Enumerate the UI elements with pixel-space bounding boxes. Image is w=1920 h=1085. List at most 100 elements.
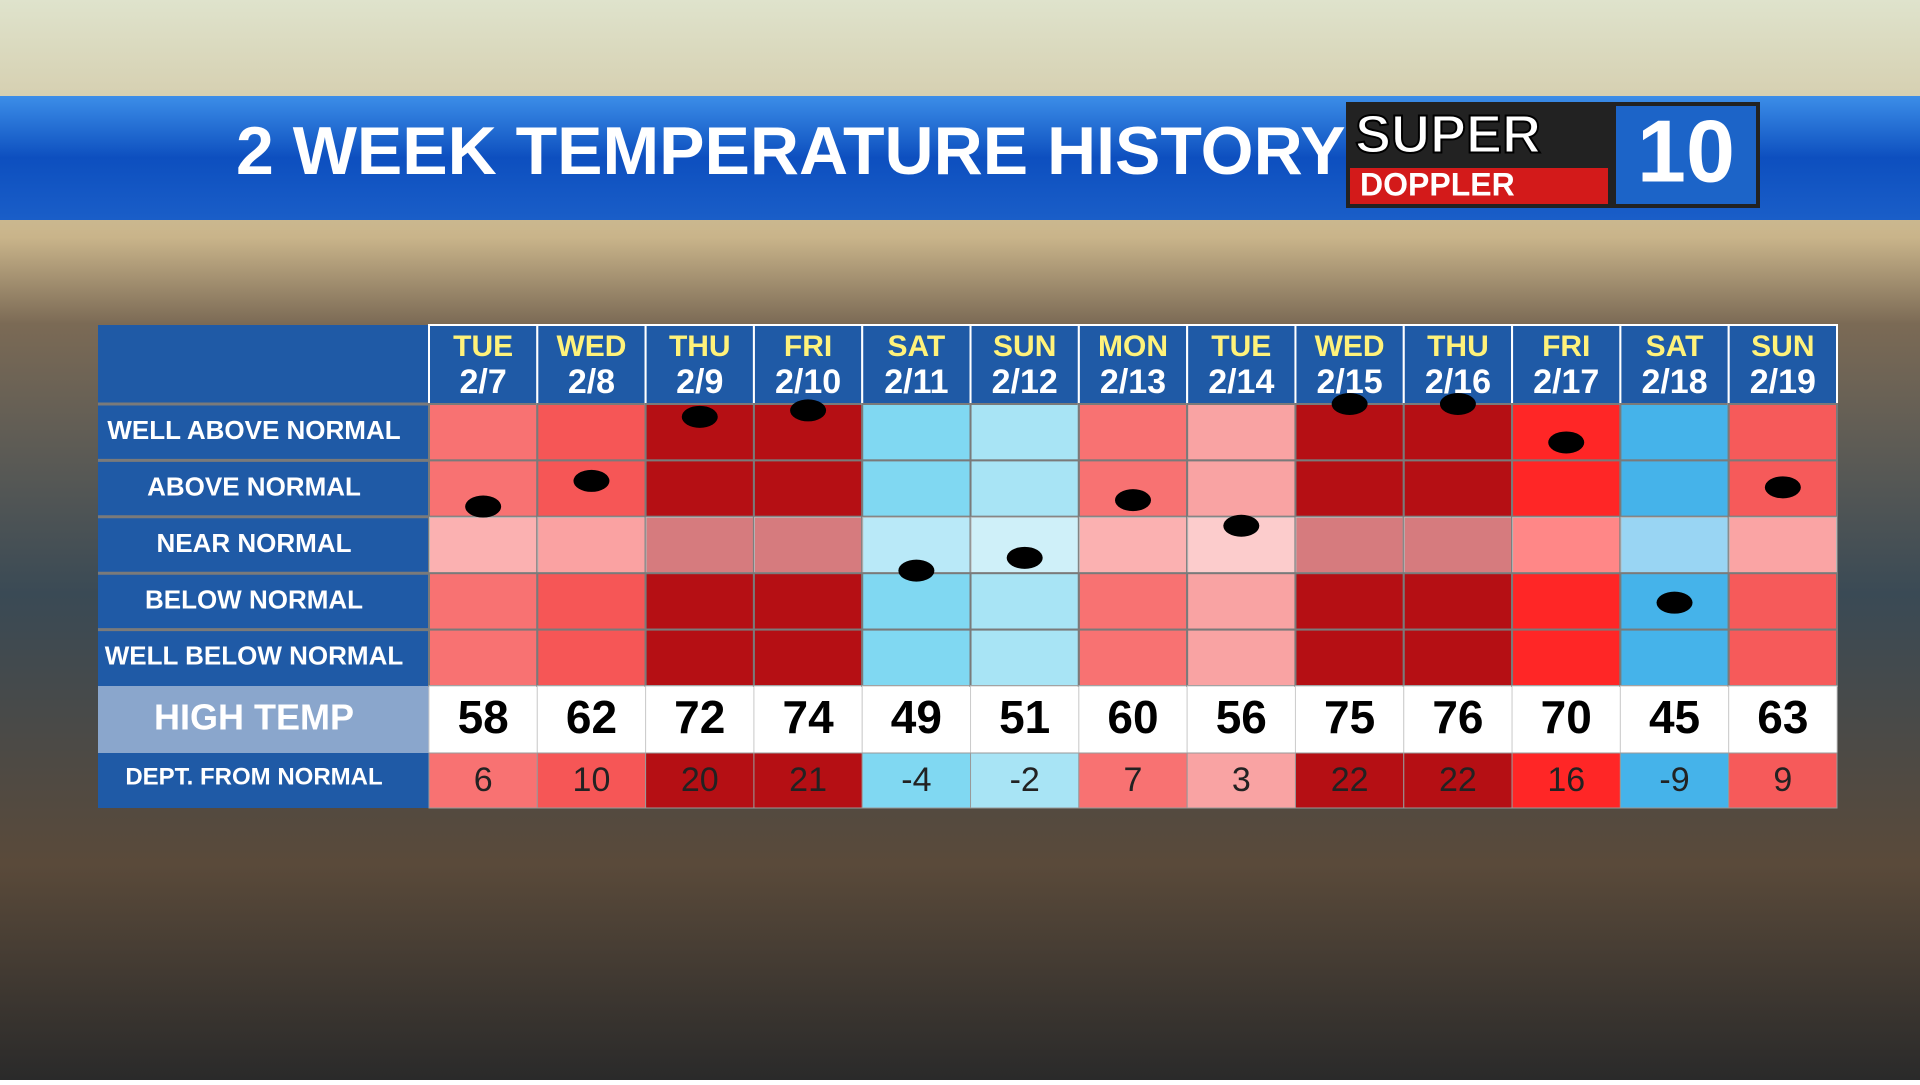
grid-cell <box>1294 515 1405 575</box>
grid-cell <box>1619 515 1730 575</box>
header-cell <box>1511 324 1622 405</box>
day-label: SAT <box>1646 330 1704 363</box>
header-cell <box>1077 324 1189 405</box>
high-temp: 75 <box>1324 691 1375 743</box>
grid-cell <box>428 628 539 687</box>
grid-cell <box>1077 515 1189 575</box>
grid-cell <box>1186 459 1297 518</box>
near-normal-tint <box>753 516 863 574</box>
grid-cell <box>969 403 1080 462</box>
header-cell <box>861 324 972 405</box>
dept-cell <box>1294 752 1405 809</box>
dept-cell <box>970 752 1080 809</box>
high-temp: 76 <box>1432 691 1483 743</box>
high-temp: 51 <box>999 691 1050 743</box>
grid-cell <box>536 572 647 631</box>
near-normal-tint <box>1078 516 1188 574</box>
grid-cell <box>644 628 755 687</box>
high-temp: 60 <box>1107 691 1158 743</box>
header-cell <box>536 324 647 405</box>
dept-cell <box>1619 752 1730 809</box>
logo-blue <box>1616 106 1756 204</box>
dept-cell <box>536 752 647 809</box>
dot <box>898 559 935 582</box>
row-label: WELL BELOW NORMAL <box>105 641 404 671</box>
grid-cell <box>1402 628 1514 687</box>
title: 2 WEEK TEMPERATURE HISTORY <box>236 113 1346 189</box>
grid-cell <box>969 572 1080 631</box>
high-cell <box>1619 685 1730 754</box>
grid-cell <box>752 459 864 518</box>
dot <box>1115 489 1151 512</box>
dept-value: 10 <box>573 761 611 799</box>
dept-value: 22 <box>1439 761 1477 799</box>
day-label: THU <box>1427 330 1489 363</box>
date-label: 2/10 <box>775 363 841 401</box>
header-cell <box>969 324 1080 405</box>
day-label: SUN <box>1751 330 1814 363</box>
grid-cell <box>1511 459 1622 518</box>
high-label-bg <box>98 686 429 753</box>
grid-cell <box>861 572 972 631</box>
grid-cell <box>1511 628 1622 687</box>
grid-cell <box>1186 403 1297 462</box>
dot <box>1439 393 1476 415</box>
grid-cell <box>644 572 755 631</box>
near-normal-tint <box>1728 516 1837 574</box>
day-label: MON <box>1098 330 1168 363</box>
logo-red <box>1350 168 1608 204</box>
grid-cell <box>1186 572 1297 631</box>
row-label: WELL ABOVE NORMAL <box>107 415 400 445</box>
date-label: 2/19 <box>1750 363 1816 401</box>
grid-cell <box>1511 572 1622 631</box>
dept-value: 21 <box>789 761 827 799</box>
near-normal-tint <box>1512 516 1621 574</box>
grid-cell <box>1619 628 1730 687</box>
grid-cell <box>1402 572 1514 631</box>
grid-cell <box>752 628 864 687</box>
grid-cell <box>1077 628 1189 687</box>
dept-label: DEPT. FROM NORMAL <box>125 763 382 790</box>
header-cell <box>752 324 864 405</box>
header-cell <box>644 324 755 405</box>
date-label: 2/17 <box>1533 363 1599 401</box>
high-cell <box>1511 685 1621 754</box>
grid-cell <box>1294 572 1405 631</box>
dept-cell <box>1728 752 1838 809</box>
near-normal-tint <box>537 516 646 574</box>
dept-value: -9 <box>1659 761 1689 799</box>
row-label: BELOW NORMAL <box>145 584 363 614</box>
grid-cell <box>969 628 1080 687</box>
high-temp: 63 <box>1757 691 1808 743</box>
dot <box>1656 591 1693 614</box>
dept-cell <box>1186 752 1296 809</box>
date-label: 2/13 <box>1100 363 1166 401</box>
day-label: SUN <box>993 330 1056 363</box>
grid-cell <box>644 459 755 518</box>
grid-cell <box>1294 628 1405 687</box>
high-cell <box>753 685 863 754</box>
high-cell <box>1078 685 1188 754</box>
row-label: NEAR NORMAL <box>157 528 352 558</box>
grid-cell <box>1619 403 1730 462</box>
grid-cell <box>644 515 755 575</box>
header-cell <box>1727 324 1838 405</box>
grid-cell <box>536 403 647 462</box>
dept-value: 22 <box>1331 761 1369 799</box>
high-temp: 72 <box>674 691 725 743</box>
dot <box>1006 546 1043 569</box>
high-cell <box>861 685 972 754</box>
grid-cell <box>1294 459 1405 518</box>
grid-cell <box>861 459 972 518</box>
date-label: 2/11 <box>884 363 948 401</box>
high-cell <box>1728 685 1838 754</box>
dept-value: -4 <box>901 761 931 799</box>
grid-cell <box>1727 515 1838 575</box>
logo-doppler: DOPPLER <box>1360 166 1515 202</box>
day-label: TUE <box>453 330 513 363</box>
day-label: FRI <box>784 330 832 363</box>
dot <box>1331 393 1368 415</box>
date-label: 2/8 <box>568 363 615 401</box>
dept-value: 6 <box>474 761 493 799</box>
